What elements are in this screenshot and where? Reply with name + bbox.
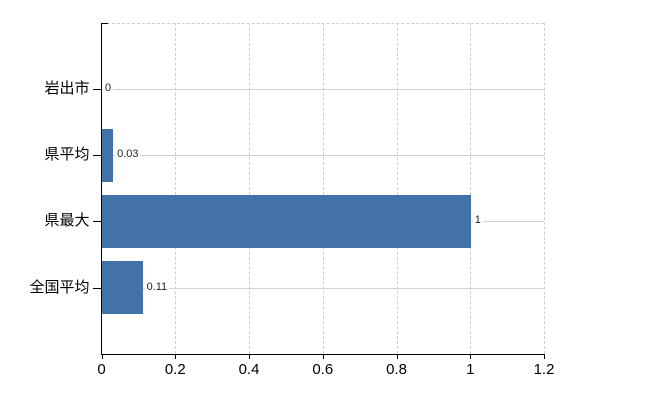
x-tick-label: 0.4	[238, 361, 260, 378]
bar-value-label: 1	[472, 214, 483, 228]
x-axis-tick	[470, 354, 472, 359]
v-gridline	[322, 22, 324, 354]
y-axis-top-cap	[100, 22, 108, 24]
x-axis-tick	[175, 354, 177, 359]
x-tick-label: 0.2	[164, 361, 186, 378]
y-axis-line	[100, 22, 102, 355]
v-gridline	[249, 22, 250, 354]
x-axis-tick	[396, 354, 398, 359]
v-gridline	[175, 22, 177, 354]
v-gridline	[396, 22, 398, 354]
x-axis-line	[100, 354, 545, 355]
bar-value-label: 0	[103, 81, 114, 95]
v-gridline	[544, 22, 545, 354]
bar-value-label: 0.11	[144, 280, 170, 294]
category-label: 県平均	[44, 146, 90, 164]
x-axis-tick	[322, 354, 324, 359]
category-label: 県最大	[44, 212, 90, 230]
bar-value-label: 0.03	[115, 148, 141, 162]
bar	[102, 194, 471, 248]
v-gridline	[470, 22, 472, 354]
x-axis-tick	[544, 354, 545, 359]
y-axis-tick	[92, 88, 101, 90]
x-axis-tick	[101, 354, 103, 359]
y-axis-tick	[92, 287, 101, 289]
category-label: 岩出市	[44, 79, 90, 97]
x-tick-label: 1	[466, 361, 475, 378]
x-axis-tick	[249, 354, 250, 359]
category-label: 全国平均	[29, 278, 90, 296]
x-tick-label: 0.6	[312, 361, 334, 378]
y-axis-tick	[92, 221, 101, 223]
h-gridline	[101, 287, 544, 289]
x-tick-label: 0	[97, 361, 106, 378]
x-tick-label: 0.8	[386, 361, 407, 378]
bar	[102, 128, 114, 182]
bar	[102, 261, 143, 315]
x-tick-label: 1.2	[533, 361, 555, 378]
h-gridline	[101, 88, 544, 90]
h-gridline	[101, 155, 544, 157]
y-axis-tick	[92, 155, 101, 157]
